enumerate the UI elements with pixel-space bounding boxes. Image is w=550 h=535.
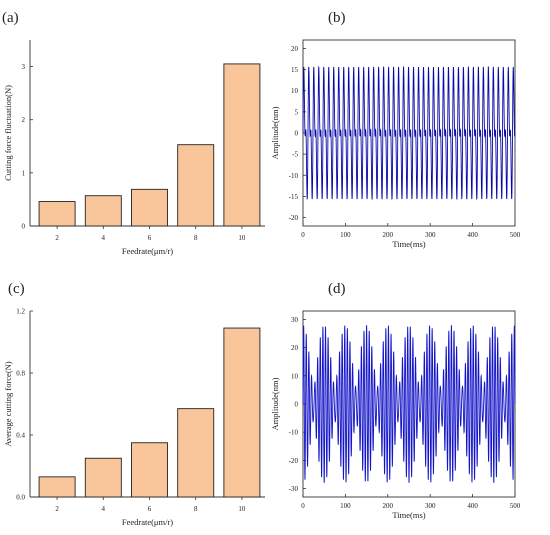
y-tick-label: 0 xyxy=(295,130,299,138)
y-axis-label: Amplitude(nm) xyxy=(270,106,280,159)
bar-6 xyxy=(131,188,168,227)
panel-d: (d) 0 100 200 300 400 500 -30 -20 -10 0 10 20 30 Time(… xyxy=(270,281,521,520)
x-tick-label: 4 xyxy=(102,505,106,513)
y-tick-label: 0.8 xyxy=(16,370,25,378)
x-tick-label: 6 xyxy=(148,505,152,513)
y-tick-label: 30 xyxy=(291,316,299,324)
panel-c: (c) 0.0 0.4 0.8 1.2 2 4 6 8 10 Feedrate(μm/r) Avera… xyxy=(3,281,265,527)
x-axis-label: Feedrate(μm/r) xyxy=(122,246,173,256)
y-axis-label: Cutting force fluctuation(N) xyxy=(3,85,13,181)
y-tick-label: 2 xyxy=(22,116,26,124)
panel-a: (a) 0 1 2 3 2 4 6 8 10 Feedrate(μm/r) Cutting force… xyxy=(2,10,265,256)
x-tick-label: 10 xyxy=(238,234,246,242)
x-tick-label: 2 xyxy=(55,505,59,513)
bar-4 xyxy=(84,457,122,498)
x-tick-label: 200 xyxy=(383,502,394,510)
bar-10 xyxy=(223,327,261,498)
bar-10 xyxy=(223,63,261,227)
bar-4 xyxy=(84,195,122,227)
y-tick-label: 0.4 xyxy=(16,432,25,440)
panel-label: (b) xyxy=(328,10,346,26)
x-tick-label: 400 xyxy=(467,502,478,510)
y-tick-label: 0 xyxy=(295,401,299,409)
signal-line xyxy=(302,65,516,201)
x-tick-label: 300 xyxy=(425,502,436,510)
x-tick-label: 500 xyxy=(510,502,521,510)
x-tick-label: 200 xyxy=(383,231,394,239)
bar-6 xyxy=(131,442,168,498)
x-tick-label: 8 xyxy=(194,505,198,513)
y-tick-label: 5 xyxy=(295,108,299,116)
x-axis-label: Time(ms) xyxy=(392,239,425,249)
y-axis-label: Amplitude(nm) xyxy=(270,377,280,430)
panel-label: (d) xyxy=(328,281,346,297)
x-tick-label: 10 xyxy=(238,505,246,513)
bar-8 xyxy=(177,144,215,227)
y-tick-label: -10 xyxy=(289,429,299,437)
panel-label: (a) xyxy=(2,10,19,26)
y-tick-label: 20 xyxy=(291,344,299,352)
y-tick-label: 1 xyxy=(22,169,26,177)
x-tick-label: 0 xyxy=(301,231,305,239)
y-tick-label: 0 xyxy=(22,223,26,231)
x-axis-label: Feedrate(μm/r) xyxy=(122,517,173,527)
y-tick-label: -30 xyxy=(289,485,299,493)
y-axis-label: Average cutting force(N) xyxy=(3,361,13,446)
x-tick-label: 300 xyxy=(425,231,436,239)
x-axis-label: Time(ms) xyxy=(392,510,425,520)
y-tick-label: 10 xyxy=(291,372,299,380)
x-tick-label: 0 xyxy=(301,502,305,510)
bar-8 xyxy=(177,408,215,498)
y-tick-label: -15 xyxy=(289,193,299,201)
y-tick-label: -10 xyxy=(289,172,299,180)
y-tick-label: -5 xyxy=(292,151,298,159)
x-tick-label: 6 xyxy=(148,234,152,242)
panel-label: (c) xyxy=(8,281,25,297)
x-tick-label: 400 xyxy=(467,231,478,239)
bar-2 xyxy=(38,201,76,227)
y-tick-label: 20 xyxy=(291,45,299,53)
x-tick-label: 100 xyxy=(340,502,351,510)
panel-b: (b) 0 100 200 300 400 500 -20 -15 -10 -5 0 5 10 15 20 Ti… xyxy=(270,10,521,249)
x-tick-label: 8 xyxy=(194,234,198,242)
y-tick-label: 0.0 xyxy=(16,494,25,502)
y-tick-label: 10 xyxy=(291,87,299,95)
y-tick-label: -20 xyxy=(289,214,299,222)
signal-line xyxy=(302,325,516,483)
y-tick-label: 1.2 xyxy=(16,308,25,316)
bar-2 xyxy=(38,476,76,498)
y-tick-label: 3 xyxy=(22,63,26,71)
x-tick-label: 500 xyxy=(510,231,521,239)
x-tick-label: 2 xyxy=(55,234,59,242)
y-tick-label: -20 xyxy=(289,457,299,465)
x-tick-label: 4 xyxy=(102,234,106,242)
x-tick-label: 100 xyxy=(340,231,351,239)
y-tick-label: 15 xyxy=(291,66,299,74)
